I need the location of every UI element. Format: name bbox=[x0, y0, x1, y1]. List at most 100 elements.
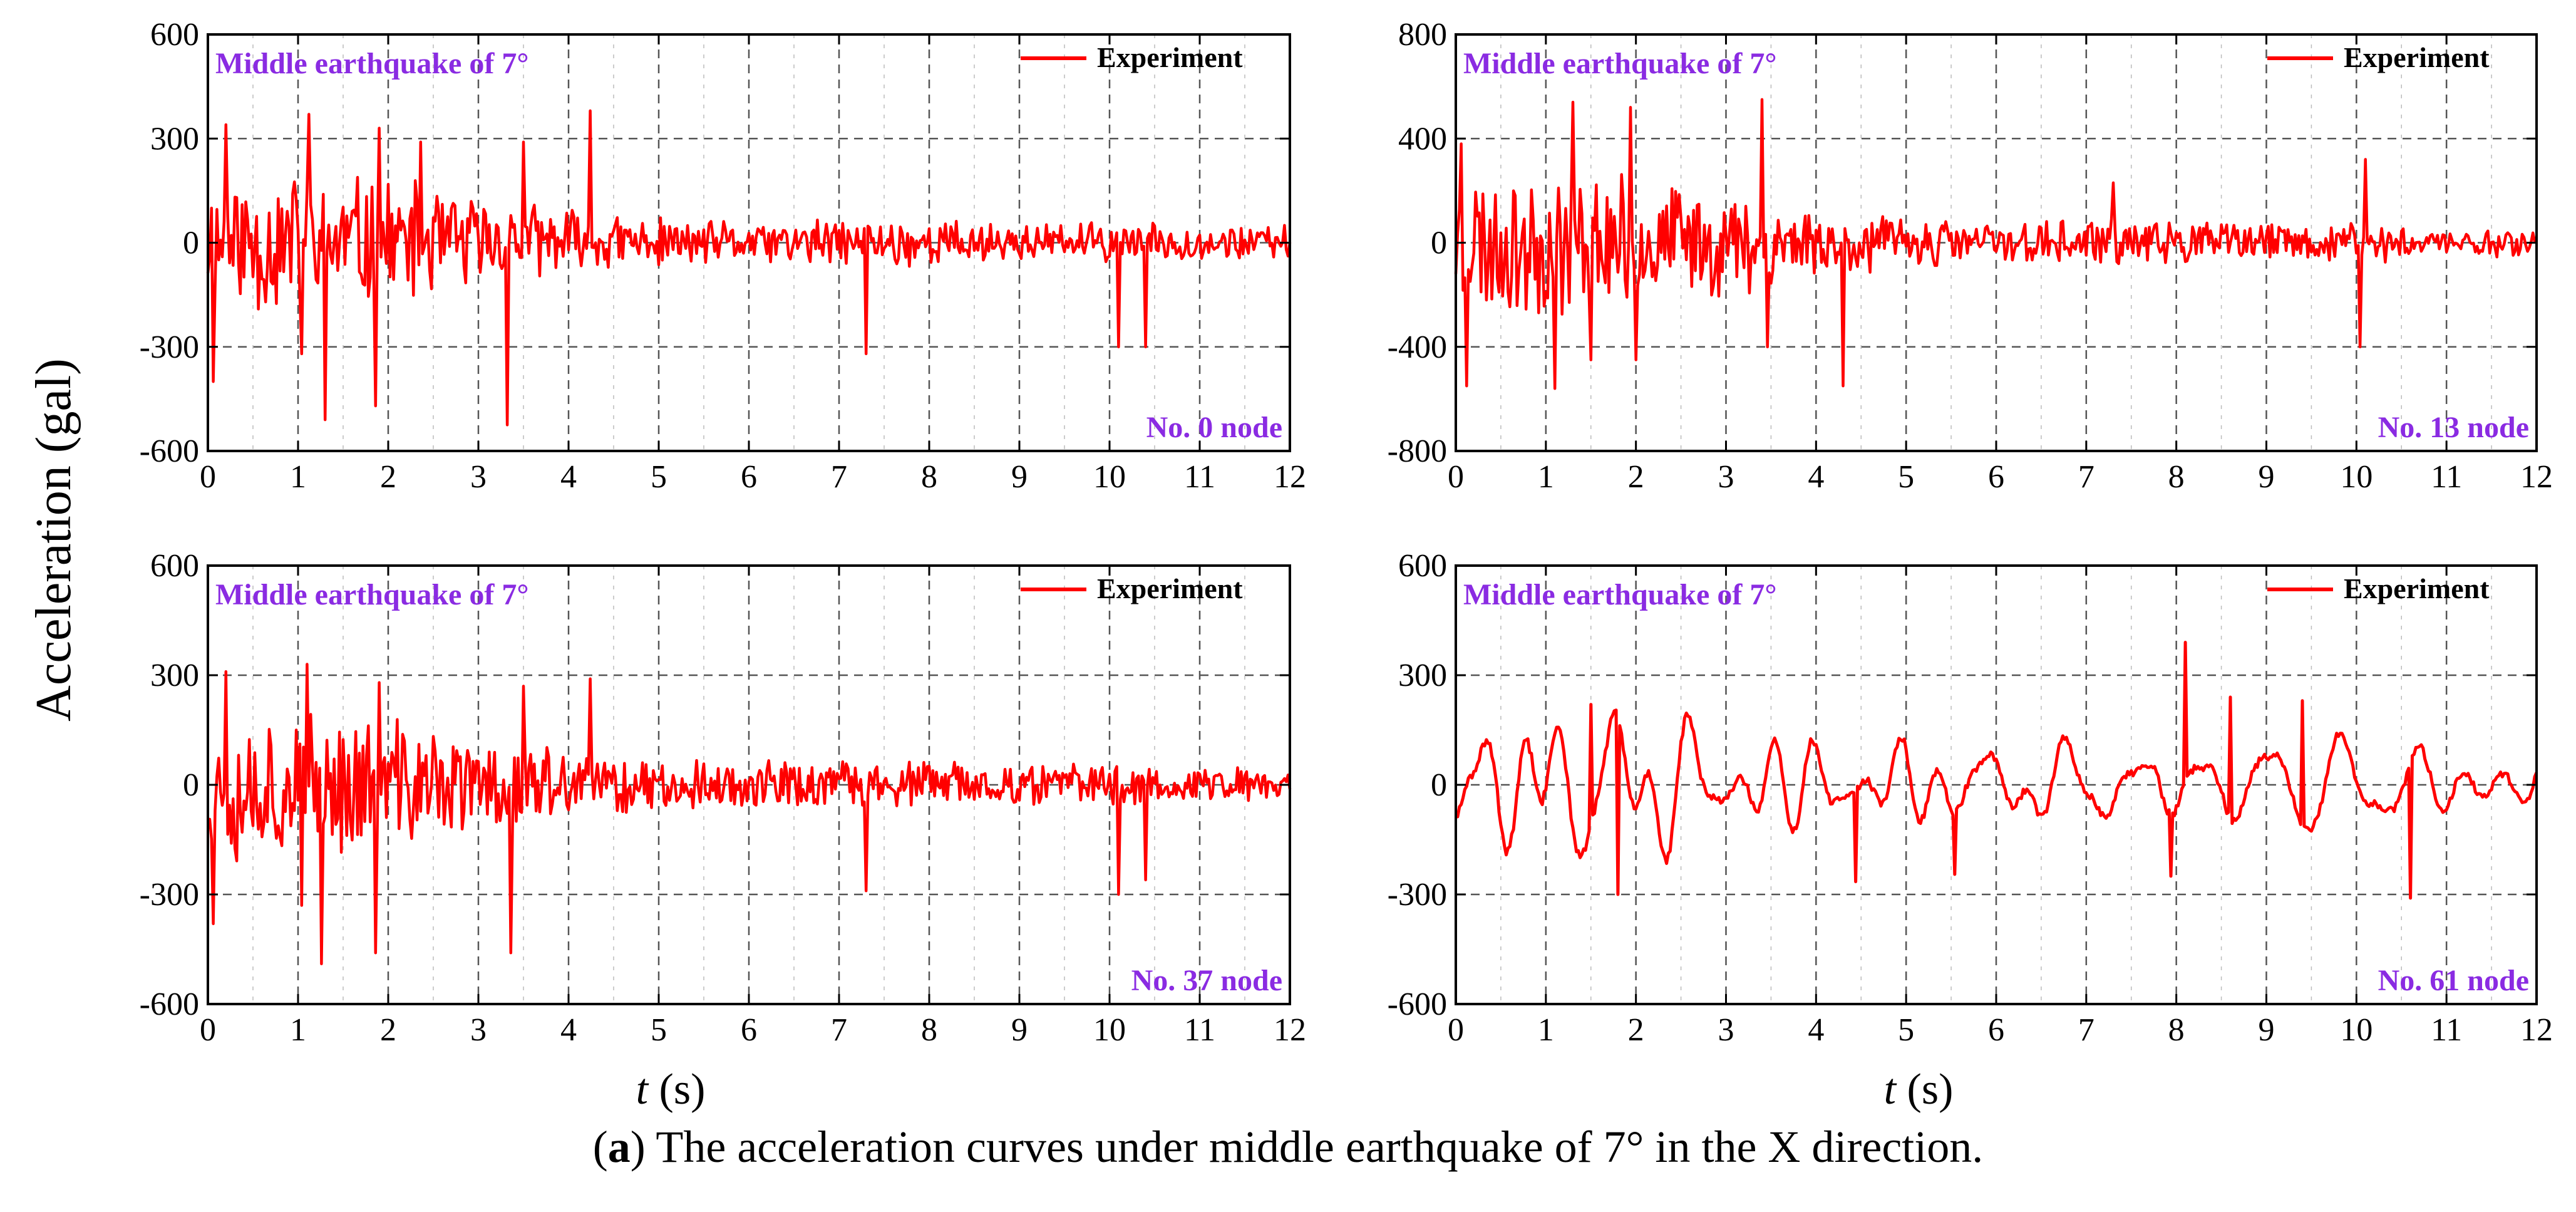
y-tick-label: -600 bbox=[1388, 987, 1447, 1022]
y-tick-label: 300 bbox=[150, 658, 199, 693]
series-line-experiment bbox=[207, 663, 1292, 966]
node-label: No. 0 node bbox=[1146, 411, 1282, 444]
x-tick-label: 4 bbox=[1808, 459, 1824, 495]
x-tick-label: 7 bbox=[831, 1012, 847, 1048]
x-tick-label: 1 bbox=[290, 1012, 306, 1048]
x-tick-label: 1 bbox=[1538, 459, 1554, 495]
x-tick-label: 10 bbox=[1093, 459, 1126, 495]
x-tick-label: 0 bbox=[1448, 1012, 1464, 1048]
x-tick-label: 9 bbox=[1011, 459, 1028, 495]
x-tick-label: 4 bbox=[1808, 1012, 1824, 1048]
y-tick-label: -600 bbox=[140, 987, 199, 1022]
node-label: No. 13 node bbox=[2378, 411, 2529, 444]
y-tick-label: 300 bbox=[1398, 658, 1447, 693]
y-tick-label: 800 bbox=[1398, 17, 1447, 53]
y-tick-label: 600 bbox=[1398, 548, 1447, 584]
x-tick-label: 4 bbox=[560, 1012, 577, 1048]
node-label: No. 37 node bbox=[1131, 964, 1282, 997]
y-tick-label: -300 bbox=[140, 329, 199, 365]
x-tick-label: 12 bbox=[1274, 459, 1306, 495]
y-tick-label: 0 bbox=[1431, 767, 1447, 803]
panel-title: Middle earthquake of 7° bbox=[1463, 578, 1777, 611]
x-axis-var-left: t bbox=[636, 1065, 649, 1114]
x-tick-label: 4 bbox=[560, 459, 577, 495]
legend-label: Experiment bbox=[2344, 572, 2490, 604]
y-tick-label: 0 bbox=[1431, 225, 1447, 261]
x-axis-var-right: t bbox=[1884, 1065, 1897, 1114]
x-tick-label: 6 bbox=[741, 459, 757, 495]
x-tick-label: 12 bbox=[2520, 1012, 2553, 1048]
x-tick-label: 3 bbox=[1718, 459, 1734, 495]
y-tick-label: -800 bbox=[1388, 433, 1447, 469]
x-tick-label: 9 bbox=[1011, 1012, 1028, 1048]
x-axis-label-left: t (s) bbox=[636, 1065, 706, 1114]
x-tick-label: 2 bbox=[1628, 459, 1644, 495]
x-tick-label: 5 bbox=[1898, 1012, 1914, 1048]
panel-title: Middle earthquake of 7° bbox=[1463, 47, 1777, 80]
x-tick-label: 2 bbox=[380, 459, 396, 495]
legend-label: Experiment bbox=[2344, 41, 2490, 73]
x-tick-label: 5 bbox=[651, 459, 667, 495]
caption-tag: a bbox=[607, 1122, 631, 1172]
y-tick-label: 600 bbox=[150, 548, 199, 584]
x-tick-label: 11 bbox=[2431, 1012, 2462, 1048]
y-axis-label: Acceleration (gal) bbox=[26, 358, 81, 722]
x-tick-label: 10 bbox=[2340, 459, 2372, 495]
x-tick-label: 3 bbox=[470, 459, 487, 495]
x-tick-label: 11 bbox=[2431, 459, 2462, 495]
series-line-experiment bbox=[206, 109, 1292, 427]
x-tick-label: 8 bbox=[921, 1012, 937, 1048]
x-tick-label: 7 bbox=[2078, 459, 2094, 495]
x-tick-label: 6 bbox=[741, 1012, 757, 1048]
x-axis-label-right: t (s) bbox=[1884, 1065, 1954, 1114]
x-axis-unit-right: (s) bbox=[1907, 1065, 1954, 1114]
x-tick-label: 10 bbox=[1093, 1012, 1126, 1048]
panel-title: Middle earthquake of 7° bbox=[215, 578, 529, 611]
y-tick-label: 400 bbox=[1398, 121, 1447, 157]
y-tick-label: 600 bbox=[150, 17, 199, 53]
x-tick-label: 5 bbox=[651, 1012, 667, 1048]
y-tick-label: -300 bbox=[1388, 877, 1447, 913]
x-tick-label: 0 bbox=[200, 459, 216, 495]
x-tick-label: 1 bbox=[1538, 1012, 1554, 1048]
x-tick-label: 8 bbox=[921, 459, 937, 495]
x-tick-label: 5 bbox=[1898, 459, 1914, 495]
x-tick-label: 8 bbox=[2168, 1012, 2185, 1048]
x-tick-label: 12 bbox=[2520, 459, 2553, 495]
series-line-experiment bbox=[1454, 98, 2538, 390]
y-tick-label: -600 bbox=[140, 433, 199, 469]
x-tick-label: 7 bbox=[831, 459, 847, 495]
x-tick-label: 10 bbox=[2340, 1012, 2372, 1048]
x-tick-label: 11 bbox=[1184, 1012, 1215, 1048]
x-tick-label: 2 bbox=[380, 1012, 396, 1048]
x-tick-label: 7 bbox=[2078, 1012, 2094, 1048]
x-axis-unit-left: (s) bbox=[659, 1065, 706, 1114]
y-tick-label: 0 bbox=[183, 767, 199, 803]
y-tick-label: 300 bbox=[150, 121, 199, 157]
y-tick-label: -300 bbox=[140, 877, 199, 913]
x-tick-label: 11 bbox=[1184, 459, 1215, 495]
x-tick-label: 0 bbox=[1448, 459, 1464, 495]
x-tick-label: 6 bbox=[1988, 1012, 2004, 1048]
caption-text: The acceleration curves under middle ear… bbox=[656, 1122, 1984, 1172]
node-label: No. 61 node bbox=[2378, 964, 2529, 997]
legend-label: Experiment bbox=[1097, 41, 1243, 73]
x-tick-label: 3 bbox=[470, 1012, 487, 1048]
series-line-experiment bbox=[1455, 641, 2538, 900]
x-tick-label: 6 bbox=[1988, 459, 2004, 495]
x-tick-label: 12 bbox=[1274, 1012, 1306, 1048]
x-tick-label: 9 bbox=[2259, 459, 2275, 495]
x-tick-label: 2 bbox=[1628, 1012, 1644, 1048]
legend-label: Experiment bbox=[1097, 572, 1243, 604]
y-tick-label: -400 bbox=[1388, 329, 1447, 365]
x-tick-label: 9 bbox=[2259, 1012, 2275, 1048]
panel-title: Middle earthquake of 7° bbox=[215, 47, 529, 80]
figure-caption: (a) The acceleration curves under middle… bbox=[592, 1122, 1984, 1172]
x-tick-label: 3 bbox=[1718, 1012, 1734, 1048]
